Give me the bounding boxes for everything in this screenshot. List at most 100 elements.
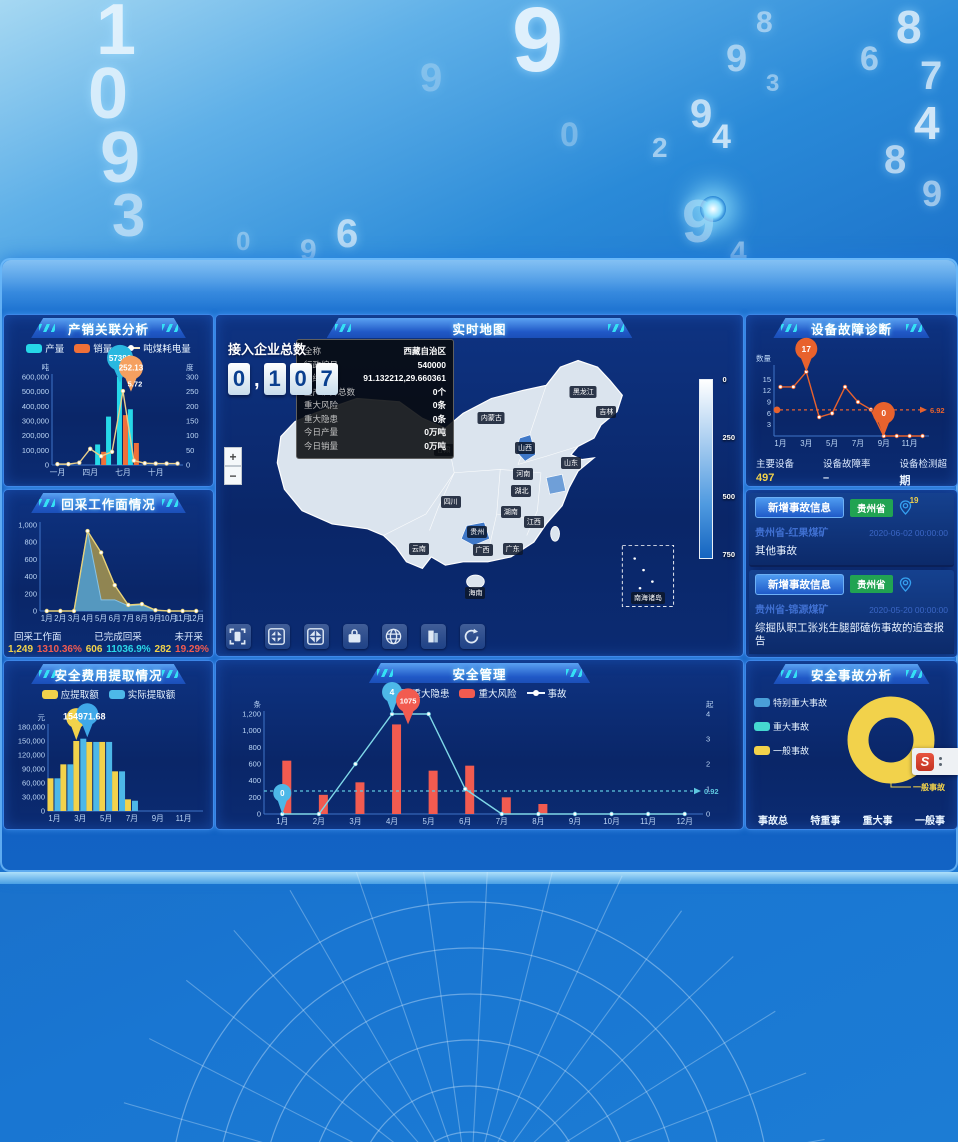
background-digit: 9	[512, 0, 564, 91]
colorbar-tick: 750	[722, 549, 735, 559]
briefcase-icon[interactable]	[343, 624, 368, 649]
accident-donut-chart: 一般事故	[831, 690, 953, 808]
province-label[interactable]: 湖北	[511, 484, 532, 497]
tooltip-value: 0条	[432, 413, 446, 424]
legend-item[interactable]: 重大风险	[459, 686, 517, 700]
analysis-foot-label: 特重事	[810, 816, 841, 827]
legend-item[interactable]: 重大事故	[754, 720, 831, 733]
stat-value: 1,249	[8, 644, 34, 655]
tooltip-value: 0条	[432, 400, 446, 410]
svg-text:0: 0	[45, 461, 49, 470]
map-zoom-in-button[interactable]: +	[224, 447, 242, 466]
stat-value: 11036.9%	[106, 644, 151, 655]
svg-text:252.13: 252.13	[119, 364, 144, 373]
province-label[interactable]: 内蒙古	[477, 412, 505, 425]
svg-text:57386: 57386	[109, 354, 132, 363]
building-icon[interactable]	[421, 624, 446, 649]
stat-label: 未开采	[174, 632, 203, 643]
svg-text:条: 条	[254, 699, 262, 709]
refresh-icon[interactable]	[460, 624, 485, 649]
accident-info-button[interactable]: 新增事故信息	[755, 573, 844, 595]
province-label[interactable]: 云南	[408, 542, 429, 555]
background-digit: 8	[884, 138, 907, 182]
collapse-icon[interactable]	[265, 624, 290, 649]
svg-text:9: 9	[767, 398, 771, 407]
svg-text:0: 0	[33, 607, 37, 616]
map-zoom-out-button[interactable]: −	[224, 466, 242, 485]
svg-text:十月: 十月	[148, 467, 164, 477]
svg-text:0.92: 0.92	[704, 787, 719, 796]
floating-tool-widget[interactable]: S	[912, 748, 958, 775]
counter-digit: 7	[315, 363, 338, 395]
tooltip-row: 今日产量 0万吨	[304, 426, 446, 440]
province-label[interactable]: 广西	[472, 544, 493, 557]
device-fault-chart: 3 6 9 12 15 1月 3月 5月 7月 9月 11月 数量 6.92 17 0	[746, 337, 957, 450]
svg-text:度: 度	[186, 362, 194, 372]
svg-text:0: 0	[186, 461, 190, 470]
svg-text:一月: 一月	[50, 468, 66, 477]
province-label[interactable]: 海南	[465, 587, 486, 600]
legend-item[interactable]: 特别重大事故	[754, 696, 831, 709]
colorbar-tick: 500	[722, 491, 735, 501]
province-label[interactable]: 四川	[440, 496, 461, 509]
accident-info-button[interactable]: 新增事故信息	[755, 497, 844, 518]
tooltip-row: 全称 西藏自治区	[304, 345, 446, 359]
globe-icon[interactable]	[382, 624, 407, 649]
legend-item[interactable]: 应提取额	[41, 687, 99, 701]
svg-text:12月: 12月	[188, 614, 204, 623]
stat-value: 497	[756, 472, 775, 484]
svg-text:11月: 11月	[640, 817, 656, 826]
legend-label: 实际提取额	[127, 690, 176, 701]
tool-menu-dots-icon[interactable]	[939, 757, 942, 766]
background-digit: 9	[300, 234, 317, 259]
svg-text:8月: 8月	[136, 614, 148, 623]
svg-text:800: 800	[24, 538, 37, 547]
province-label[interactable]: 广东	[502, 542, 523, 555]
svg-text:50: 50	[186, 446, 194, 455]
safety-management-chart: 0 200 400 600 800 1,000 1,200 0 1 2 3 4 1月 2月 3月 4月 5月 6月…	[216, 682, 743, 829]
legend-item[interactable]: 一般事故	[754, 744, 831, 757]
province-label[interactable]: 山西	[515, 442, 535, 454]
province-label[interactable]: 黑龙江	[569, 385, 597, 398]
mine-name[interactable]: 贵州省-红果煤矿	[755, 528, 829, 539]
province-badge[interactable]: 贵州省	[850, 498, 893, 517]
accident-desc[interactable]: 其他事故	[755, 545, 797, 557]
legend-item[interactable]: 销量	[74, 341, 112, 355]
tooltip-label: 重大隐患	[304, 413, 339, 424]
legend-item[interactable]: 产量	[26, 341, 64, 355]
province-label[interactable]: 江西	[523, 516, 544, 529]
province-label[interactable]: 吉林	[596, 405, 617, 418]
mine-name[interactable]: 贵州省-锦源煤矿	[755, 604, 829, 616]
province-label[interactable]: 南海诸岛	[630, 592, 665, 605]
collapse-alt-icon[interactable]	[304, 624, 329, 649]
province-label[interactable]: 湖南	[500, 506, 521, 519]
svg-text:吨: 吨	[42, 362, 50, 372]
province-label[interactable]: 山东	[561, 456, 581, 469]
panel-title: 实时地图	[327, 318, 633, 338]
svg-text:7月: 7月	[126, 814, 138, 823]
svg-text:12: 12	[763, 386, 771, 395]
svg-text:2月: 2月	[313, 817, 325, 826]
mining-stat-labels: 回采工作面 已完成回采 未开采	[4, 629, 213, 643]
province-badge[interactable]: 贵州省	[850, 575, 893, 594]
svg-text:3: 3	[767, 420, 771, 429]
accident-desc[interactable]: 综掘队职工张兆生腿部磕伤事故的追查报告	[755, 621, 944, 648]
fullscreen-icon[interactable]	[226, 624, 251, 649]
tooltip-value: 西藏自治区	[403, 346, 446, 356]
svg-text:1月: 1月	[41, 614, 53, 623]
legend-label: 重大隐患	[411, 689, 450, 700]
province-label[interactable]: 河南	[513, 468, 534, 481]
legend-item[interactable]: 实际提取额	[108, 687, 176, 701]
svg-text:6.92: 6.92	[930, 406, 945, 415]
svg-text:300: 300	[186, 373, 199, 382]
province-label[interactable]: 贵州	[467, 526, 488, 539]
svg-text:3: 3	[706, 735, 710, 744]
location-pin-icon	[899, 576, 912, 592]
svg-text:4月: 4月	[386, 817, 398, 826]
mining-stat-values: 1,249 1310.36% 606 11036.9% 282 19.29%	[4, 644, 213, 655]
legend-item[interactable]: 事故	[526, 686, 567, 700]
legend-item[interactable]: 吨煤耗电量	[122, 341, 191, 355]
background-digit: 0	[236, 226, 251, 256]
background-digit: 1	[96, 0, 137, 70]
